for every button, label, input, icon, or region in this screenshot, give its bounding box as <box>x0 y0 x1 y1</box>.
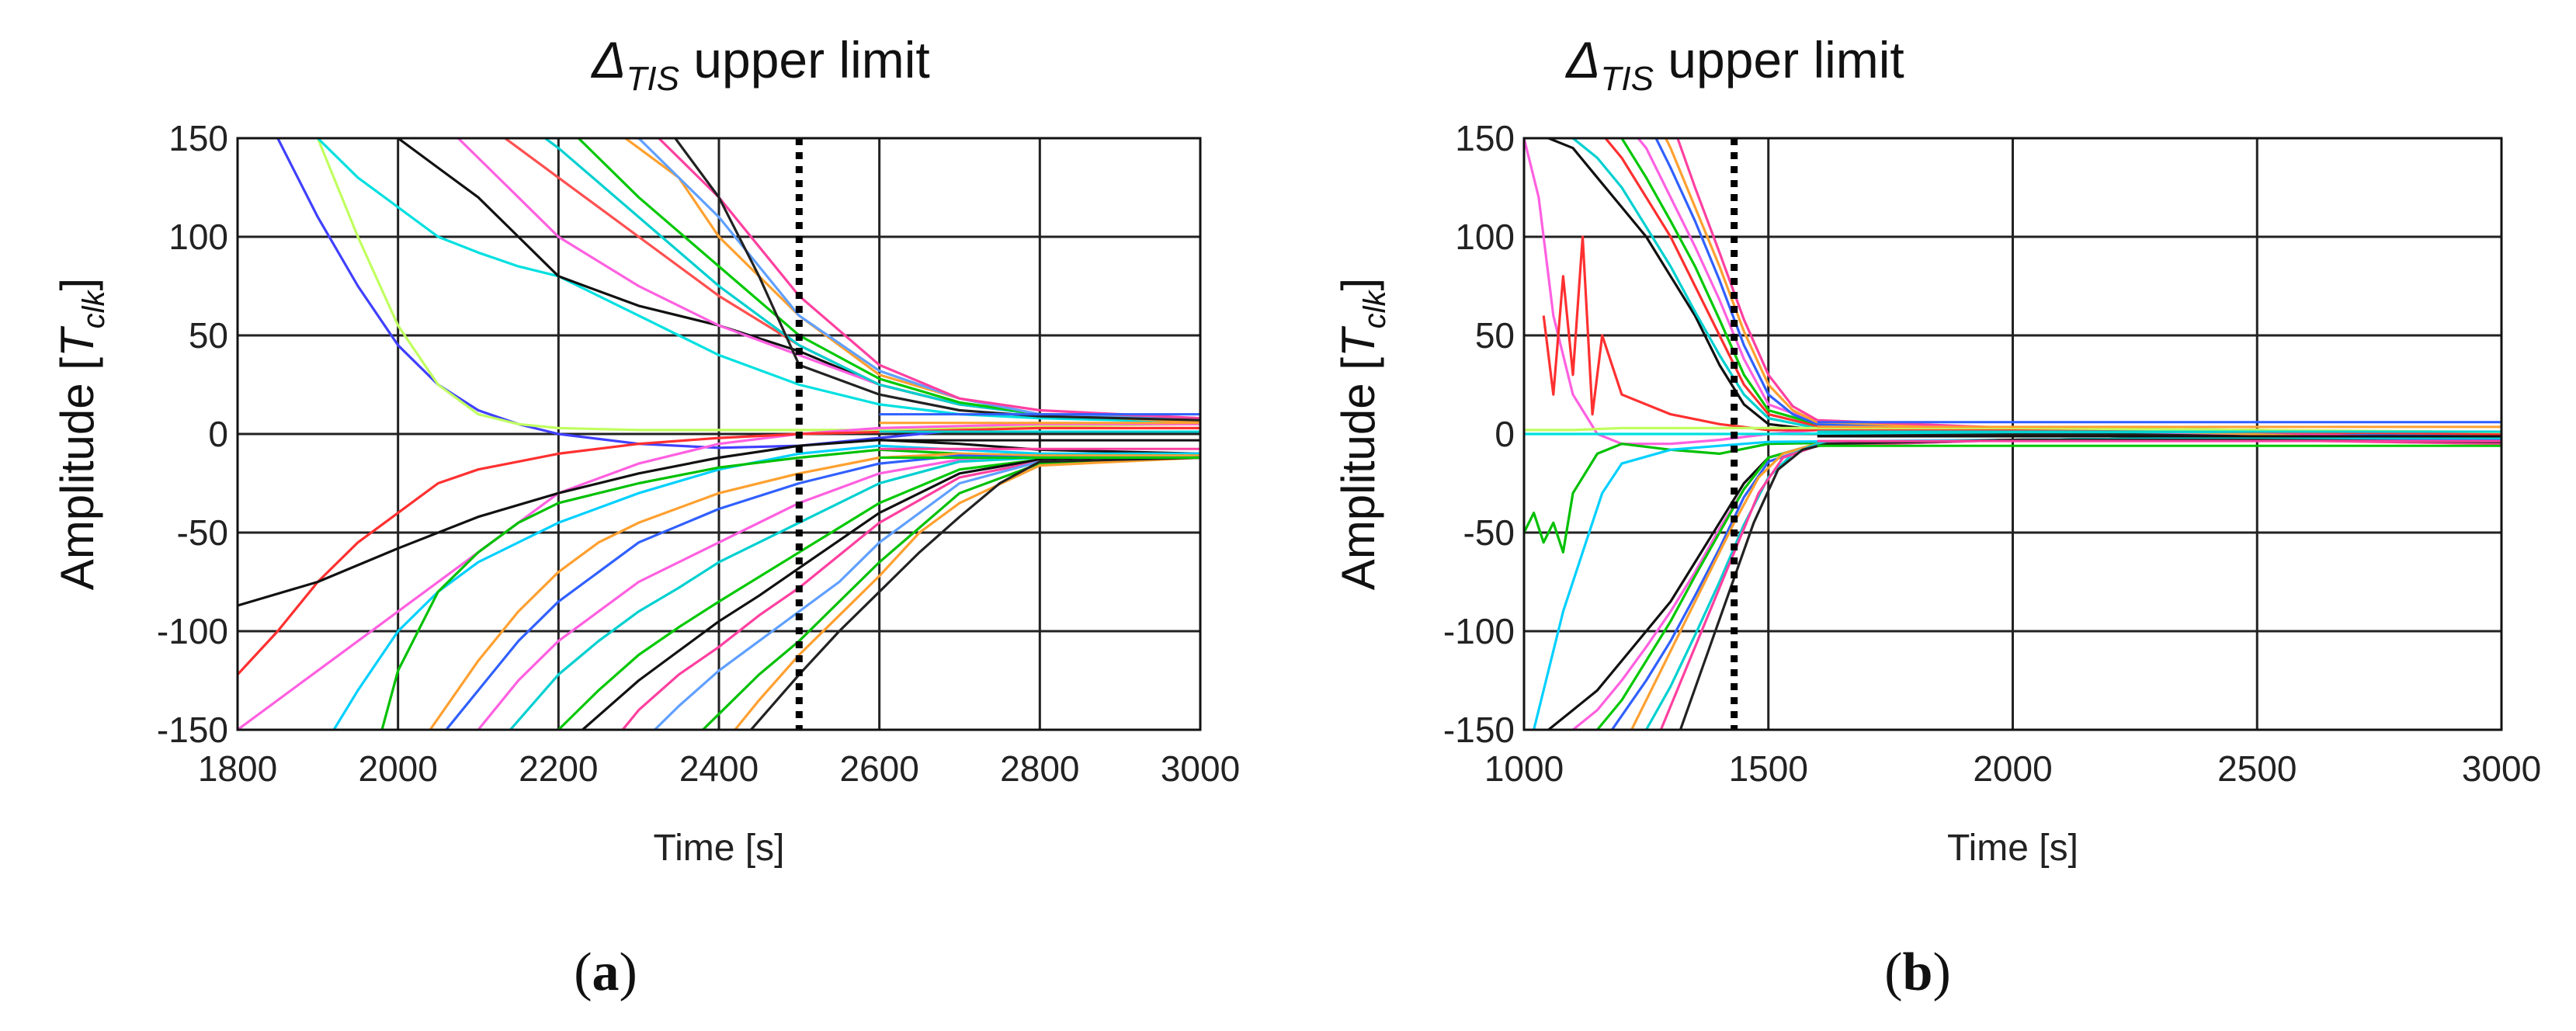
x-tick-label: 3000 <box>1161 748 1240 789</box>
series-line-21 <box>1542 235 2501 436</box>
y-tick-label: 150 <box>1455 118 1515 158</box>
x-tick-label: 1500 <box>1729 748 1808 789</box>
y-tick-label: 150 <box>168 118 228 158</box>
y-tick-label: -150 <box>157 710 228 750</box>
y-tick-label: 100 <box>168 217 228 257</box>
x-tick-label: 3000 <box>2462 748 2541 789</box>
series-line-7 <box>543 138 1200 422</box>
x-tick-label: 2800 <box>1000 748 1079 789</box>
series-line-26 <box>702 456 1200 730</box>
x-tick-label: 2500 <box>2217 748 2297 789</box>
y-tick-label: 50 <box>1475 315 1515 356</box>
series-line-19 <box>445 454 1200 730</box>
series-line-20 <box>1679 439 2501 730</box>
x-axis-label: Time [s] <box>1947 828 2078 869</box>
x-tick-label: 2000 <box>1973 748 2052 789</box>
chart-title: ΔTIS upper limit <box>1564 31 1904 98</box>
panel-label: (a) <box>574 942 637 1002</box>
series-line-15 <box>238 439 1200 607</box>
panel-label: (b) <box>1884 942 1951 1002</box>
y-axis-label: Amplitude [Tclk] <box>1332 278 1392 590</box>
plot-frame <box>1522 137 2503 731</box>
series-line-12 <box>673 138 1200 422</box>
series-line-27 <box>734 456 1200 730</box>
x-tick-label: 2200 <box>519 748 598 789</box>
x-tick-label: 2000 <box>358 748 437 789</box>
series-line-13 <box>238 422 1200 730</box>
series-line-1 <box>276 138 1200 450</box>
y-tick-label: -50 <box>177 512 228 553</box>
series-line-8 <box>576 138 1200 424</box>
series-line-11 <box>657 138 1200 420</box>
y-axis-label: Amplitude [Tclk] <box>51 278 111 590</box>
x-axis-label: Time [s] <box>654 828 785 869</box>
series-line-28 <box>750 456 1200 730</box>
y-tick-label: -150 <box>1443 710 1515 750</box>
y-tick-label: -100 <box>1443 611 1515 651</box>
chart-title: ΔTIS upper limit <box>590 31 930 98</box>
series-group <box>1524 138 2501 730</box>
y-tick-label: 0 <box>208 414 228 454</box>
series-line-2 <box>316 138 1200 432</box>
y-tick-label: -100 <box>157 611 228 651</box>
series-line-21 <box>509 456 1200 730</box>
series-group <box>238 138 1200 730</box>
plot-frame <box>236 137 1202 731</box>
series-line-22 <box>1524 426 2501 434</box>
x-tick-label: 2400 <box>679 748 759 789</box>
series-line-18 <box>429 452 1200 730</box>
y-tick-label: -50 <box>1463 512 1515 553</box>
x-tick-label: 1000 <box>1484 748 1564 789</box>
series-line-20 <box>477 456 1200 730</box>
x-tick-label: 1800 <box>198 748 277 789</box>
series-line-25 <box>654 456 1200 730</box>
y-tick-label: 100 <box>1455 217 1515 257</box>
series-line-24 <box>621 456 1200 730</box>
y-tick-label: 50 <box>189 315 228 356</box>
series-line-22 <box>557 456 1200 730</box>
y-tick-label: 0 <box>1495 414 1515 454</box>
series-line-23 <box>582 456 1200 730</box>
series-line-3 <box>316 138 1200 424</box>
x-tick-label: 2600 <box>839 748 918 789</box>
